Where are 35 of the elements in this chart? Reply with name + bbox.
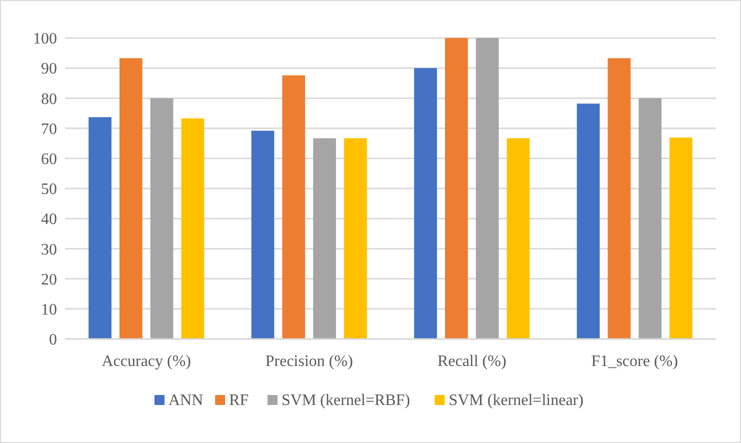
bar [344,138,367,339]
y-tick-label: 0 [49,332,57,349]
x-tick-label: Recall (%) [437,353,506,370]
bar [181,118,204,339]
bar [282,75,306,339]
y-tick-label: 20 [41,271,57,288]
x-tick-label: Precision (%) [265,353,353,370]
bar [88,117,112,339]
y-tick-label: 60 [41,151,57,168]
legend-label: RF [229,392,249,409]
bar [119,58,142,339]
legend-label: ANN [168,392,204,409]
bar [638,98,662,339]
x-tick-label: Accuracy (%) [102,353,192,370]
legend-label: SVM (kernel=linear) [448,392,584,409]
bar [670,138,692,339]
bar [414,68,437,339]
y-tick-label: 40 [41,211,57,228]
bar [313,138,336,339]
y-tick-label: 70 [41,120,57,138]
bar [506,138,530,339]
bar [444,38,468,339]
y-tick-label: 30 [41,241,57,258]
legend-label: SVM (kernel=RBF) [282,392,410,409]
y-tick-label: 50 [41,181,57,198]
bar [608,58,631,339]
bar [251,130,274,339]
y-tick-label: 80 [41,90,57,108]
x-tick-label: F1_score (%) [591,353,678,370]
bar [576,104,600,339]
y-tick-label: 100 [33,30,57,48]
y-tick-label: 90 [41,60,57,78]
bar [476,38,499,339]
y-tick-label: 10 [41,302,57,318]
bar [150,98,174,339]
